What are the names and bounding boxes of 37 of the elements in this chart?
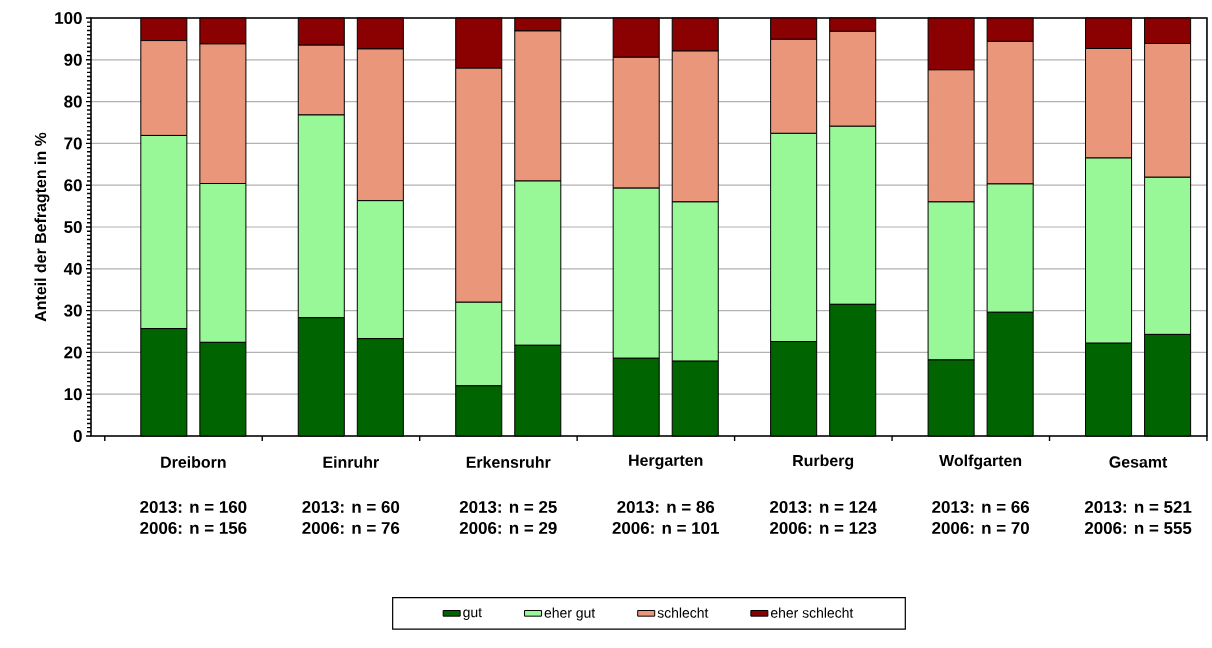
y-tick-label: 20 [64,346,82,359]
y-tick-label: 100 [55,12,82,24]
text: Rurberg [793,454,854,470]
text: 2006: n = 70 [932,522,1029,534]
y-tick-label: 30 [64,304,82,317]
legend-label: eher schlecht [770,607,854,618]
y-tick-label: 10 [64,388,82,401]
text: Hergarten [629,454,703,470]
text: 2013: n = 66 [932,500,1030,514]
text: 2006: n = 76 [302,522,400,534]
text: 2006: n = 29 [459,522,557,534]
text: 2006: n = 156 [140,522,247,534]
y-tick-label: 40 [63,262,82,275]
text: 2013: n = 160 [140,500,247,514]
text: Gesamt [1109,456,1168,468]
text: 2006: n = 123 [770,521,877,535]
text: 2006: n = 101 [612,522,719,534]
text: 2013: n = 86 [617,500,715,514]
text: Einruhr [323,456,379,468]
text: 2006: n = 555 [1084,522,1192,534]
y-tick-label: 90 [64,53,82,66]
y-tick-label: 80 [64,95,82,108]
text: 2013: n = 25 [459,500,557,514]
y-axis-title: Anteil der Befragten in % [34,132,50,322]
text: Erkensruhr [466,456,551,468]
text: 2013: n = 521 [1084,500,1192,514]
legend-label: gut [463,608,482,620]
y-tick-label: 50 [64,221,82,233]
y-tick-label: 0 [73,430,82,442]
legend-label: schlecht [657,607,709,618]
text: Wolfgarten [939,454,1022,470]
text: Dreiborn [161,456,226,468]
y-tick-label: 60 [64,179,82,192]
text: 2013: n = 60 [302,500,400,514]
text: 2013: n = 124 [770,500,877,514]
y-tick-label: 70 [64,137,82,150]
legend-label: eher gut [544,607,596,621]
